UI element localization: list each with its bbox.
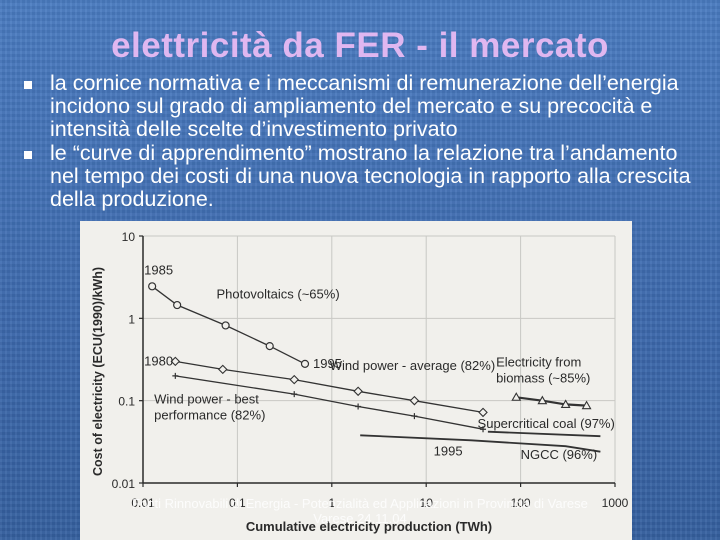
data-point-circle (300, 359, 310, 368)
year-annotation: 1980 (144, 353, 173, 368)
bullet-list: la cornice normativa e i meccanismi di r… (18, 72, 708, 212)
x-tick-label: 1000 (602, 496, 629, 510)
data-point-diamond (478, 407, 488, 418)
data-point-plus (411, 413, 418, 420)
y-tick-label: 10 (122, 230, 136, 244)
year-annotation: 1995 (313, 356, 342, 371)
series-label: Wind power - average (82%) (330, 358, 495, 373)
data-point-plus (480, 426, 487, 433)
series-line (487, 430, 601, 438)
data-point-diamond (217, 364, 228, 375)
slide-title: elettricità da FER - il mercato (111, 26, 609, 65)
y-tick-label: 1 (128, 312, 135, 326)
data-point-triangle (581, 400, 592, 410)
data-point-circle (148, 282, 157, 291)
x-tick-label: 100 (511, 496, 531, 510)
series-label: Electricity from (496, 355, 581, 370)
data-point-plus (355, 403, 362, 410)
bullet-text: le “curve di apprendimento” mostrano la … (50, 141, 691, 211)
bullet-item: la cornice normativa e i meccanismi di r… (18, 72, 708, 141)
year-annotation: 1995 (434, 444, 463, 459)
data-point-diamond (353, 386, 363, 397)
series-line (175, 360, 484, 414)
bullet-text: la cornice normativa e i meccanismi di r… (50, 71, 679, 141)
x-tick-label: 1 (328, 496, 335, 510)
chart-svg: 10 1 0.1 0.01 0.01 0.1 1 10 100 1000 Cumulative el… (91, 230, 629, 534)
series-label: performance (82%) (154, 408, 265, 423)
square-bullet-icon (24, 151, 32, 159)
data-point-circle (173, 300, 182, 310)
y-tick-label: 0.1 (118, 395, 135, 409)
data-point-diamond (409, 395, 420, 406)
data-point-triangle (537, 395, 548, 405)
x-tick-label: 0.01 (131, 496, 155, 510)
x-tick-label: 0.1 (229, 496, 246, 510)
learning-curve-chart: 10 1 0.1 0.01 0.01 0.1 1 10 100 1000 Cumulative el… (80, 221, 632, 540)
y-tick-label: 0.01 (112, 477, 136, 491)
slide-footer: Fonti Rinnovabili di Energia - Potenzial… (110, 496, 610, 526)
bullet-item: le “curve di apprendimento” mostrano la … (18, 142, 708, 211)
chart-labels: Photovoltaics (~65%) Wind power - average… (144, 262, 615, 462)
chart-axes: 10 1 0.1 0.01 0.01 0.1 1 10 100 1000 Cumulative el… (91, 230, 629, 534)
data-point-diamond (289, 374, 300, 385)
series-label: Supercritical coal (97%) (478, 416, 615, 431)
series-line (516, 396, 587, 407)
square-bullet-icon (24, 81, 32, 89)
series-label: Wind power - best (154, 392, 259, 407)
data-point-triangle (511, 392, 522, 401)
data-point-plus (172, 372, 179, 379)
data-point-diamond (170, 356, 181, 367)
year-annotation: 1985 (144, 262, 173, 277)
data-point-circle (265, 341, 274, 351)
series-line (360, 434, 601, 453)
series-label: biomass (~85%) (496, 371, 590, 386)
x-axis-title: Cumulative electricity production (TWh) (246, 519, 492, 534)
footer-line: Fonti Rinnovabili di Energia - Potenzial… (132, 496, 588, 511)
series-label: NGCC (96%) (521, 447, 598, 462)
series-label: Photovoltaics (~65%) (216, 286, 339, 301)
y-axis-title: Cost of electricity (ECU(1990)/kWh) (91, 267, 105, 476)
data-point-circle (221, 321, 230, 330)
data-point-triangle (560, 399, 571, 408)
chart-series (148, 282, 601, 453)
footer-line: Varese 24.11.04 (313, 511, 407, 526)
data-point-plus (291, 391, 298, 398)
x-tick-label: 10 (420, 496, 434, 510)
